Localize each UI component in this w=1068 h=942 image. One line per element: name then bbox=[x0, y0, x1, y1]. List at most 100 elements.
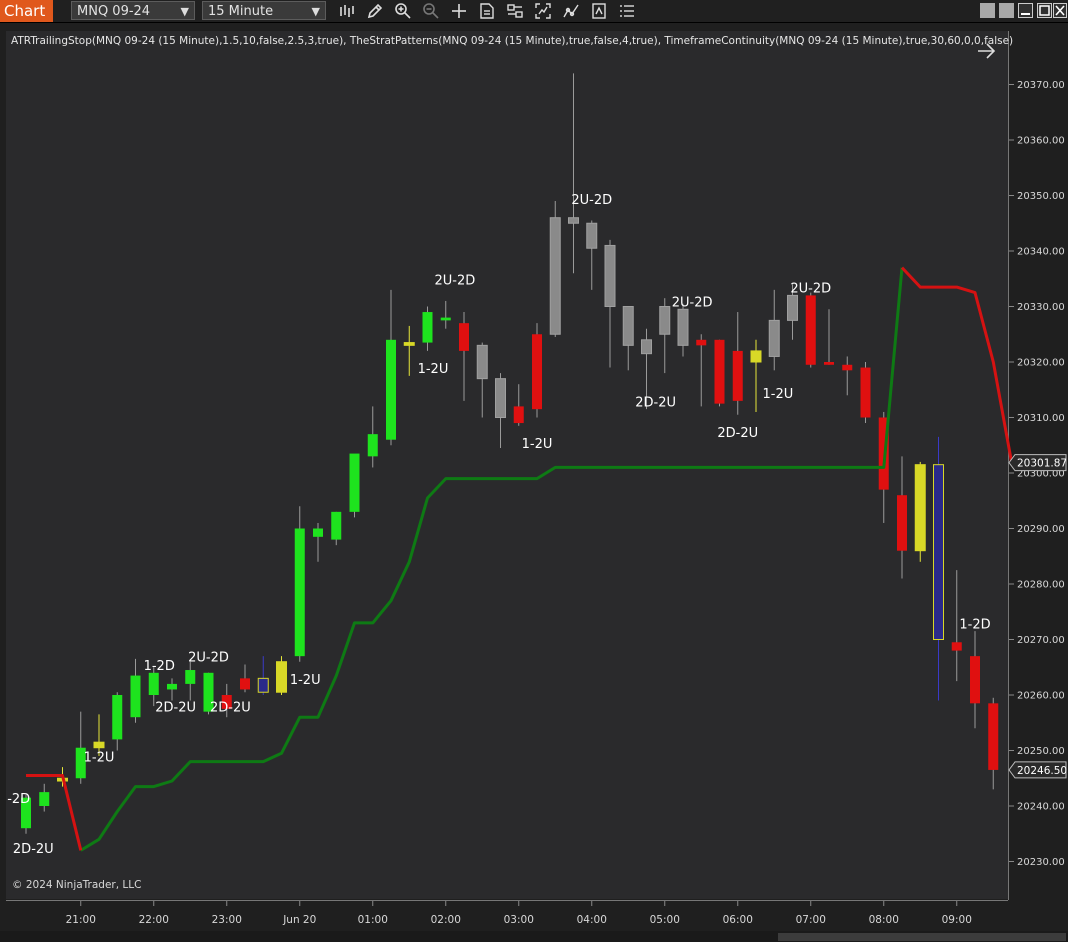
restore-icon[interactable] bbox=[980, 3, 995, 18]
x-tick-label: 22:00 bbox=[139, 914, 169, 926]
y-tick-label: 20260.00 bbox=[1017, 691, 1065, 702]
interval-selector[interactable]: 15 Minute ▼ bbox=[202, 1, 326, 20]
pattern-label: 1-2U bbox=[763, 387, 794, 402]
chart-tab[interactable]: Chart bbox=[0, 0, 53, 22]
x-tick-label: 04:00 bbox=[577, 914, 607, 926]
candle-body bbox=[714, 339, 725, 404]
candle bbox=[988, 697, 999, 790]
candle bbox=[386, 289, 396, 446]
scrollbar-thumb[interactable] bbox=[778, 933, 1066, 941]
candle-body bbox=[203, 672, 214, 712]
candle bbox=[768, 289, 780, 371]
pattern-label: 2U-2D bbox=[790, 282, 831, 297]
candle-body bbox=[933, 464, 944, 640]
zoom-out-icon[interactable] bbox=[422, 2, 440, 20]
candle bbox=[167, 678, 177, 701]
candle bbox=[257, 656, 269, 695]
templates-icon[interactable] bbox=[590, 2, 608, 20]
y-tick-label: 20310.00 bbox=[1017, 413, 1065, 424]
indicators-icon[interactable] bbox=[562, 2, 580, 20]
candle-body bbox=[294, 528, 305, 657]
y-tick-label: 20290.00 bbox=[1017, 524, 1065, 535]
strategies-icon[interactable] bbox=[534, 2, 552, 20]
candle bbox=[787, 284, 798, 340]
candle-body bbox=[476, 344, 488, 380]
candle-body bbox=[185, 670, 196, 684]
maximize-icon[interactable] bbox=[1037, 3, 1052, 18]
bars-type-icon[interactable] bbox=[338, 2, 356, 20]
candle-body bbox=[21, 797, 31, 829]
y-tick-label: 20240.00 bbox=[1017, 802, 1065, 813]
candle bbox=[93, 714, 105, 757]
data-box-icon[interactable] bbox=[478, 2, 496, 20]
candle bbox=[367, 406, 378, 468]
time-axis[interactable] bbox=[6, 900, 1008, 930]
close-icon[interactable] bbox=[1053, 3, 1067, 18]
candle bbox=[842, 356, 853, 396]
candle bbox=[240, 664, 250, 693]
candle-body bbox=[622, 306, 634, 346]
candle bbox=[203, 672, 214, 715]
candle bbox=[459, 312, 469, 401]
candle bbox=[914, 461, 926, 562]
chart-panel[interactable] bbox=[6, 31, 1008, 899]
candle bbox=[148, 667, 159, 707]
interval-value: 15 Minute bbox=[208, 4, 274, 19]
restore-icon[interactable] bbox=[999, 3, 1014, 18]
x-tick-label: 07:00 bbox=[796, 914, 826, 926]
atr-stop-long-line bbox=[80, 267, 904, 852]
instrument-selector[interactable]: MNQ 09-24 ▼ bbox=[71, 1, 195, 20]
properties-icon[interactable] bbox=[506, 2, 524, 20]
candle bbox=[805, 292, 816, 368]
chevron-down-icon: ▼ bbox=[180, 5, 189, 18]
instrument-value: MNQ 09-24 bbox=[77, 4, 151, 19]
candle-body bbox=[805, 295, 816, 365]
candle bbox=[586, 220, 598, 290]
candle-body bbox=[240, 678, 250, 690]
candle bbox=[622, 306, 634, 371]
pattern-label: -2D bbox=[7, 792, 30, 807]
candle-body bbox=[367, 434, 378, 457]
chart-toolbar: Chart MNQ 09-24 ▼ 15 Minute ▼ bbox=[0, 0, 1068, 23]
minimize-icon[interactable] bbox=[1018, 3, 1033, 18]
pattern-label: 2D-2U bbox=[210, 701, 251, 716]
candle-body bbox=[568, 217, 579, 224]
candle-body bbox=[532, 334, 542, 410]
crosshair-icon[interactable] bbox=[450, 2, 468, 20]
candle-body bbox=[732, 350, 743, 401]
candle-body bbox=[604, 244, 616, 307]
horizontal-scrollbar[interactable] bbox=[0, 931, 1068, 942]
candle-body bbox=[331, 511, 342, 540]
indicator-label: ATRTrailingStop(MNQ 09-24 (15 Minute),1.… bbox=[11, 35, 1014, 47]
x-tick-label: 06:00 bbox=[723, 914, 753, 926]
candle-body bbox=[787, 294, 798, 321]
candle bbox=[824, 309, 834, 365]
candle-body bbox=[641, 339, 652, 355]
candle-body bbox=[221, 695, 232, 709]
x-tick-label: Jun 20 bbox=[282, 914, 316, 926]
candle-body bbox=[677, 308, 689, 346]
current-price-label: 20246.50 bbox=[1008, 761, 1067, 779]
candle bbox=[659, 298, 671, 374]
candle-body bbox=[659, 306, 671, 335]
candle bbox=[39, 783, 50, 812]
candle bbox=[714, 339, 725, 407]
draw-pencil-icon[interactable] bbox=[366, 2, 384, 20]
copyright-text: © 2024 NinjaTrader, LLC bbox=[12, 879, 142, 891]
arrow-right-icon[interactable] bbox=[978, 43, 996, 59]
candle-body bbox=[349, 453, 360, 512]
pattern-label: 2U-2D bbox=[672, 296, 713, 311]
menu-list-icon[interactable] bbox=[618, 2, 636, 20]
candle-body bbox=[276, 661, 287, 693]
zoom-in-icon[interactable] bbox=[394, 2, 412, 20]
candle-body bbox=[970, 656, 980, 704]
candle-body bbox=[988, 703, 999, 770]
candle bbox=[549, 201, 561, 338]
candle-body bbox=[93, 741, 105, 749]
price-marker-text: 20246.50 bbox=[1017, 765, 1067, 777]
pattern-label: 2U-2D bbox=[434, 273, 475, 288]
pattern-label: 1-2U bbox=[522, 437, 553, 452]
y-tick-label: 20300.00 bbox=[1017, 469, 1065, 480]
candle-body bbox=[951, 642, 962, 651]
candle bbox=[860, 362, 871, 424]
